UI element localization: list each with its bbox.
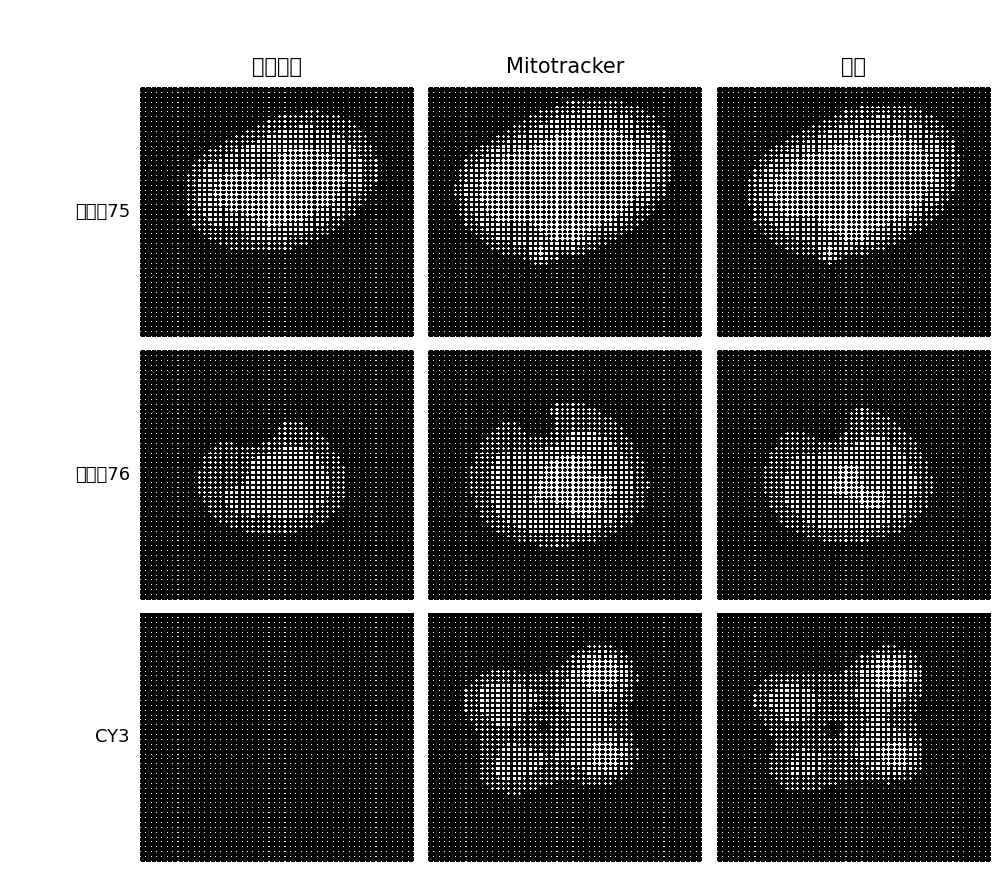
Text: 合并: 合并 xyxy=(841,57,866,77)
Text: Mitotracker: Mitotracker xyxy=(506,57,624,77)
Text: 染料荧光: 染料荧光 xyxy=(252,57,302,77)
Text: CY3: CY3 xyxy=(95,728,130,746)
Text: 化合物75: 化合物75 xyxy=(75,203,130,221)
Text: 化合物76: 化合物76 xyxy=(75,466,130,483)
